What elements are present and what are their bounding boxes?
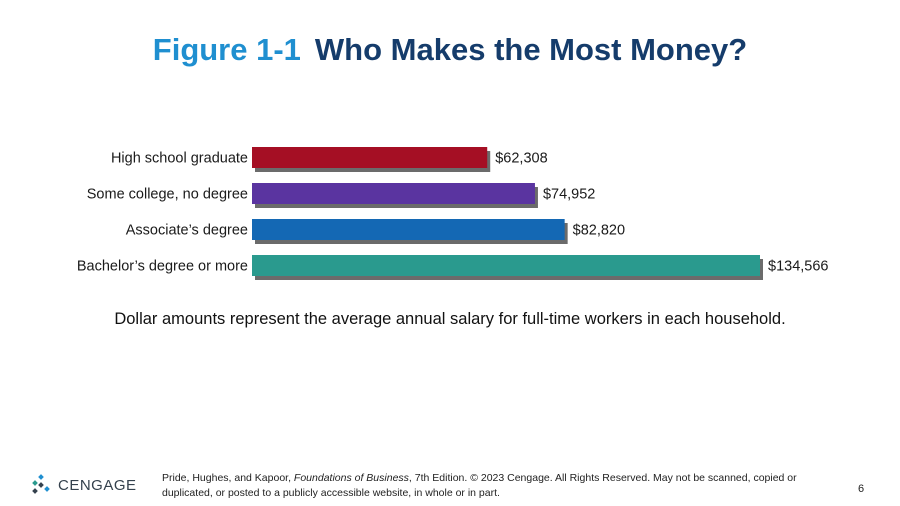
cengage-logo-icon: [32, 474, 50, 494]
slide-title: Figure 1-1 Who Makes the Most Money?: [0, 32, 900, 68]
cengage-logo: CENGAGE: [30, 474, 137, 496]
value-label: $82,820: [573, 223, 625, 239]
value-label: $62,308: [495, 151, 547, 167]
bar: [252, 147, 488, 168]
bar: [252, 219, 565, 240]
category-label: High school graduate: [111, 151, 248, 167]
category-label: Associate’s degree: [126, 223, 248, 239]
title-text: Who Makes the Most Money?: [314, 32, 748, 67]
bar-chart: High school graduate $62,308 Some college,…: [77, 147, 828, 280]
cengage-wordmark: CENGAGE: [58, 476, 137, 494]
figure-label: Figure 1-1: [152, 32, 301, 67]
chart-caption: Dollar amounts represent the average ann…: [114, 310, 786, 328]
page-number: 6: [858, 483, 865, 495]
value-label: $134,566: [768, 259, 828, 275]
category-label: Some college, no degree: [87, 187, 248, 203]
citation-book-title: Foundations of Business: [293, 472, 409, 484]
copyright-notice: Pride, Hughes, and Kapoor, Foundations o…: [162, 471, 812, 501]
bar: [252, 183, 535, 204]
bar: [252, 255, 760, 276]
category-label: Bachelor’s degree or more: [77, 259, 248, 275]
citation-prefix: Pride, Hughes, and Kapoor,: [162, 472, 294, 484]
value-label: $74,952: [543, 187, 595, 203]
citation-suffix: , 7th Edition. © 2023 Cengage. All Right…: [162, 472, 797, 499]
